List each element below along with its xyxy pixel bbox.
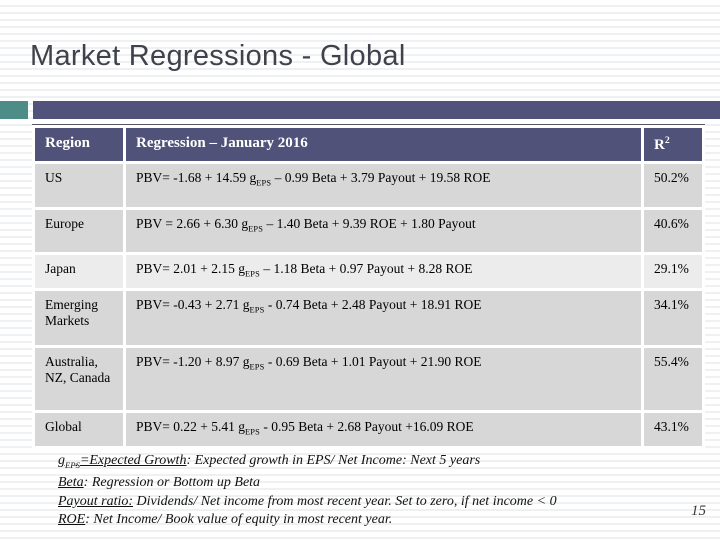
r2-cell: 50.2% (644, 164, 702, 207)
footnotes-block: gEPS=Expected Growth: Expected growth in… (58, 452, 638, 530)
footnote-line-payout: Payout ratio: Dividends/ Net income from… (58, 493, 557, 509)
equation-cell: PBV= 2.01 + 2.15 gEPS – 1.18 Beta + 0.97… (126, 255, 641, 288)
accent-bar-teal-block (0, 101, 28, 119)
table-row-emerging-markets: Emerging Markets PBV= -0.43 + 2.71 gEPS … (35, 291, 702, 345)
equation-cell: PBV= -1.68 + 14.59 gEPS – 0.99 Beta + 3.… (126, 164, 641, 207)
region-cell: US (35, 164, 123, 207)
equation-cell: PBV= 0.22 + 5.41 gEPS - 0.95 Beta + 2.68… (126, 413, 641, 446)
equation-cell: PBV= -0.43 + 2.71 gEPS - 0.74 Beta + 2.4… (126, 291, 641, 345)
accent-bar-purple (33, 101, 720, 119)
page-title: Market Regressions - Global (30, 40, 406, 72)
table-row-japan: Japan PBV= 2.01 + 2.15 gEPS – 1.18 Beta … (35, 255, 702, 288)
footnote-line-roe: ROE: Net Income/ Book value of equity in… (58, 512, 393, 528)
equation-cell: PBV = 2.66 + 6.30 gEPS – 1.40 Beta + 9.3… (126, 210, 641, 252)
table-row-australia-nz-canada: Australia, NZ, Canada PBV= -1.20 + 8.97 … (35, 348, 702, 410)
r2-cell: 55.4% (644, 348, 702, 410)
column-header-regression: Regression – January 2016 (126, 128, 641, 161)
region-cell: Australia, NZ, Canada (35, 348, 123, 410)
footnote-line-geps: gEPS=Expected Growth: Expected growth in… (58, 453, 481, 470)
r2-cell: 40.6% (644, 210, 702, 252)
r2-cell: 43.1% (644, 413, 702, 446)
region-cell: Emerging Markets (35, 291, 123, 345)
r2-cell: 34.1% (644, 291, 702, 345)
table-row-europe: Europe PBV = 2.66 + 6.30 gEPS – 1.40 Bet… (35, 210, 702, 252)
r2-cell: 29.1% (644, 255, 702, 288)
page-number: 15 (691, 503, 706, 519)
equation-cell: PBV= -1.20 + 8.97 gEPS - 0.69 Beta + 1.0… (126, 348, 641, 410)
footnote-line-beta: Beta: Regression or Bottom up Beta (58, 475, 261, 491)
table-row-global: Global PBV= 0.22 + 5.41 gEPS - 0.95 Beta… (35, 413, 702, 446)
region-cell: Global (35, 413, 123, 446)
regression-table: Region Regression – January 2016 R2 US P… (32, 124, 705, 449)
column-header-region: Region (35, 128, 123, 161)
column-header-r2: R2 (644, 128, 702, 161)
region-cell: Japan (35, 255, 123, 288)
table-row-us: US PBV= -1.68 + 14.59 gEPS – 0.99 Beta +… (35, 164, 702, 207)
region-cell: Europe (35, 210, 123, 252)
table-header-row: Region Regression – January 2016 R2 (35, 128, 702, 161)
